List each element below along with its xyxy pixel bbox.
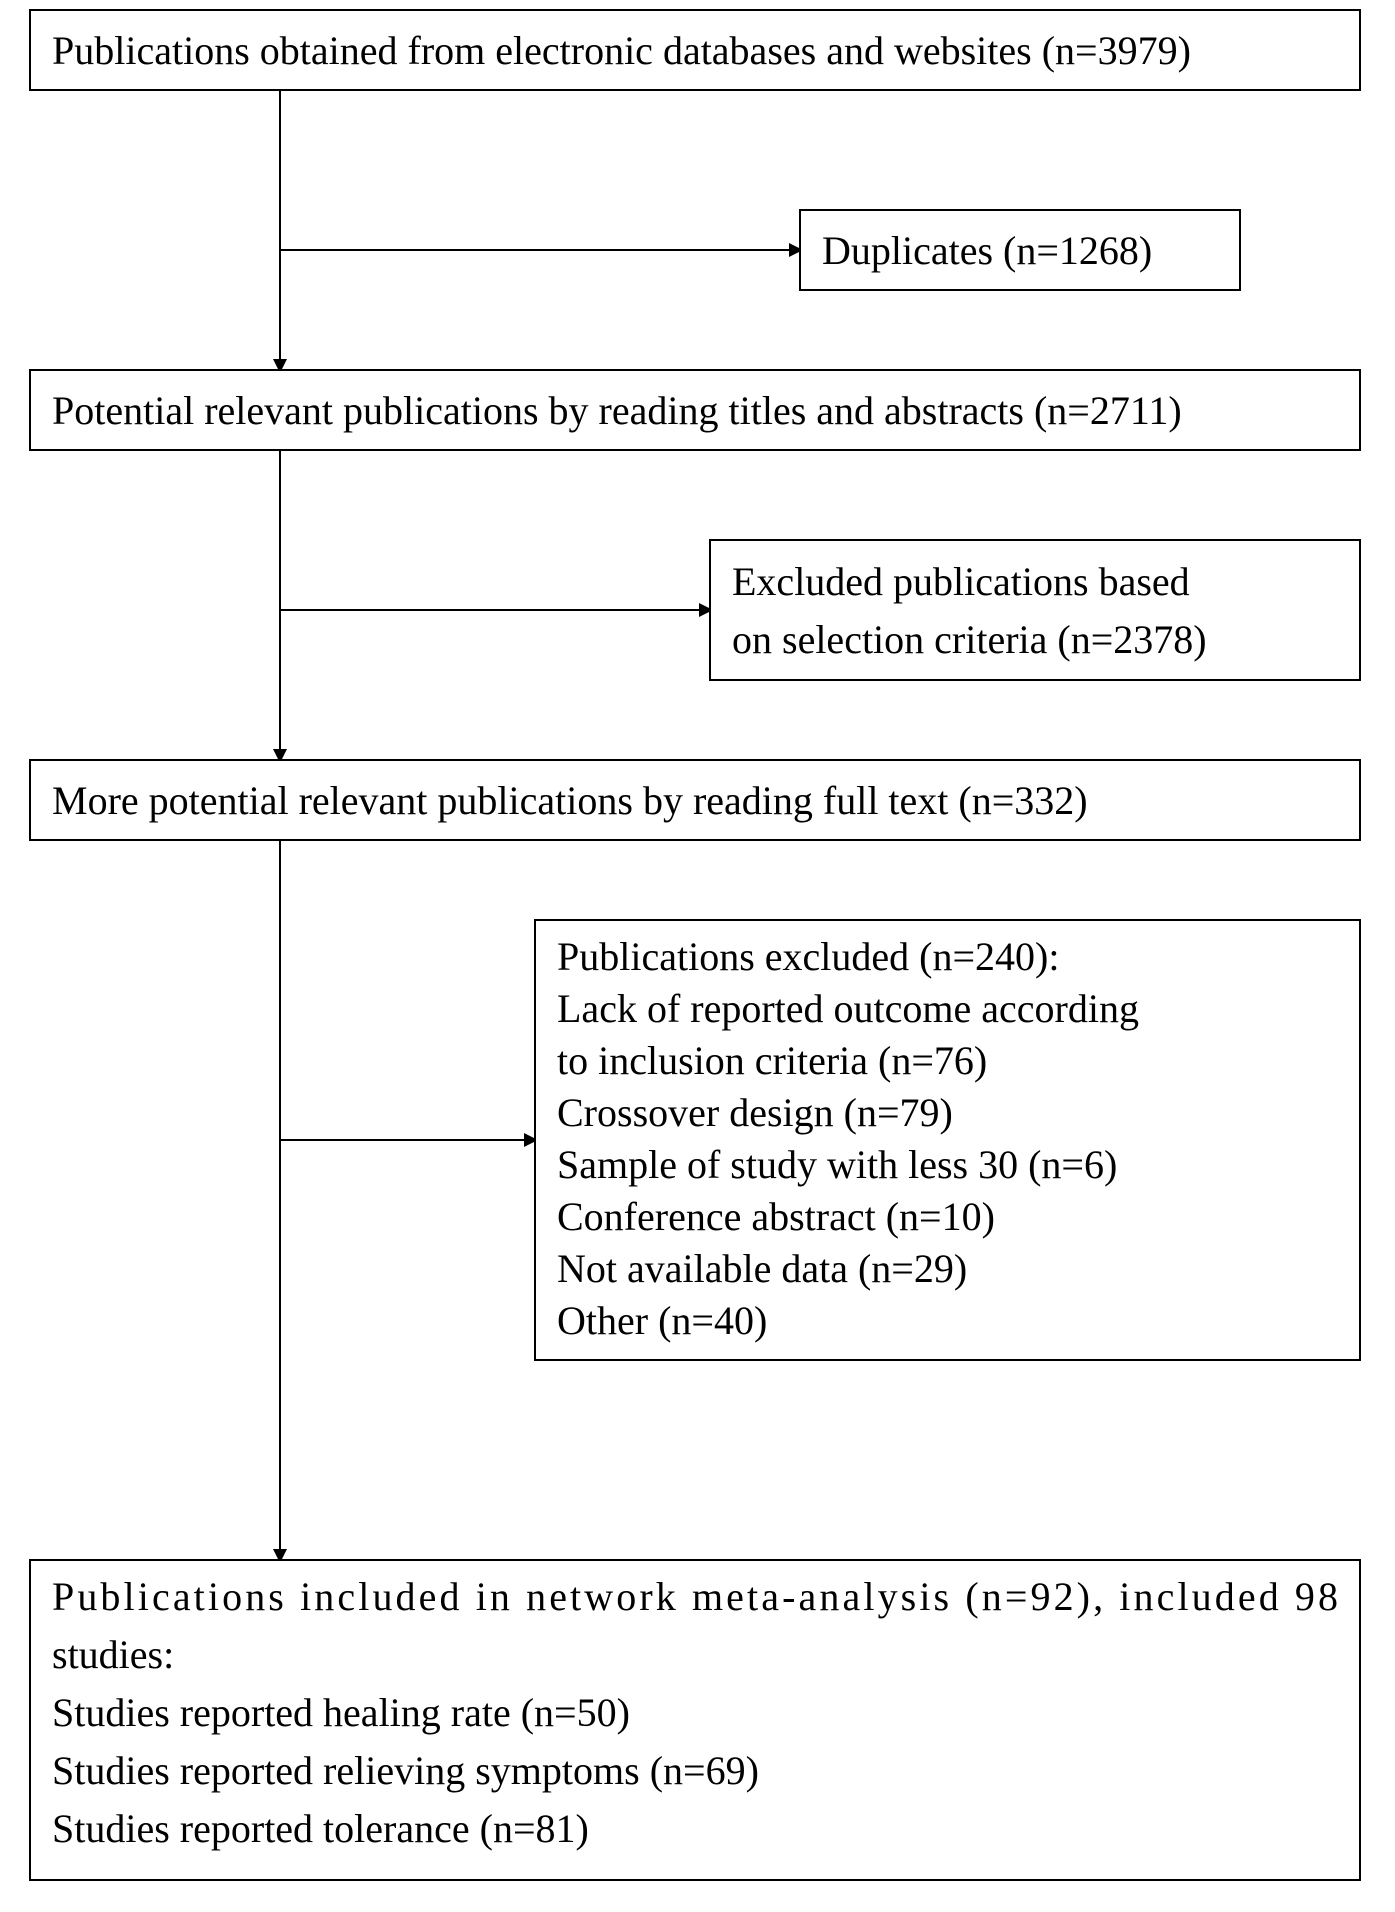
flow-node-text: Publications included in network meta-an… <box>52 1574 1338 1619</box>
flow-node-text: Duplicates (n=1268) <box>822 228 1152 273</box>
flow-node-text: Other (n=40) <box>557 1298 767 1343</box>
flow-node-text: Publications obtained from electronic da… <box>52 28 1191 73</box>
flow-node-n1: Publications obtained from electronic da… <box>30 10 1360 90</box>
flow-node-text: More potential relevant publications by … <box>52 778 1088 823</box>
flow-node-text: Potential relevant publications by readi… <box>52 388 1182 433</box>
flow-node-text: on selection criteria (n=2378) <box>732 617 1207 662</box>
flow-node-n7: Publications included in network meta-an… <box>30 1560 1360 1880</box>
flow-node-text: Lack of reported outcome according <box>557 986 1139 1031</box>
flow-node-text: Publications excluded (n=240): <box>557 934 1059 979</box>
flow-node-text: studies: <box>52 1632 174 1677</box>
flow-node-n5: More potential relevant publications by … <box>30 760 1360 840</box>
prisma-flowchart: Publications obtained from electronic da… <box>0 0 1395 1912</box>
flow-node-text: Sample of study with less 30 (n=6) <box>557 1142 1117 1187</box>
flow-node-n4: Excluded publications based on selection … <box>710 540 1360 680</box>
flow-node-text: Conference abstract (n=10) <box>557 1194 995 1239</box>
flow-node-text: Not available data (n=29) <box>557 1246 967 1291</box>
flow-node-text: Excluded publications based <box>732 559 1190 604</box>
flow-node-text: Studies reported healing rate (n=50) <box>52 1690 630 1735</box>
nodes-layer: Publications obtained from electronic da… <box>30 10 1360 1880</box>
flow-node-n6: Publications excluded (n=240): Lack of r… <box>535 920 1360 1360</box>
flow-node-text: Studies reported relieving symptoms (n=6… <box>52 1748 759 1793</box>
flow-node-text: Studies reported tolerance (n=81) <box>52 1806 589 1851</box>
flow-node-n2: Duplicates (n=1268) <box>800 210 1240 290</box>
flow-node-n3: Potential relevant publications by readi… <box>30 370 1360 450</box>
flow-node-text: Crossover design (n=79) <box>557 1090 953 1135</box>
flow-node-text: to inclusion criteria (n=76) <box>557 1038 987 1083</box>
